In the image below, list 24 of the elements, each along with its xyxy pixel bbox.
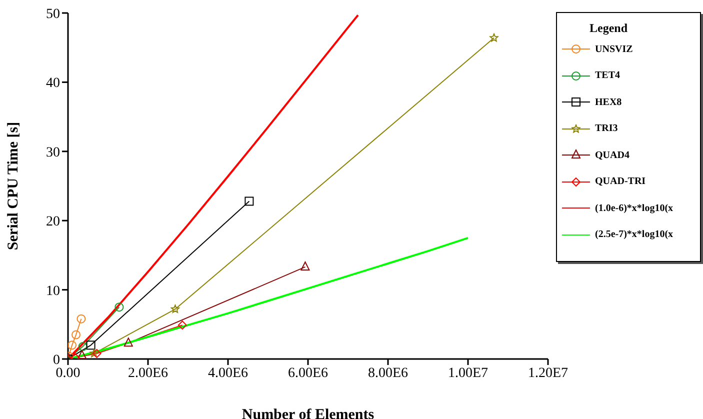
- x-tick-label: 4.00E6: [208, 366, 248, 381]
- y-tick-label: 30: [46, 145, 60, 160]
- legend-label: QUAD-TRI: [595, 176, 646, 188]
- x-tick-label: 1.00E7: [448, 366, 488, 381]
- legend-label: HEX8: [595, 96, 622, 108]
- y-tick-label: 10: [46, 284, 60, 299]
- y-tick-label: 40: [46, 76, 60, 92]
- legend-label: (1.0e-6)*x*log10(x: [595, 202, 674, 214]
- x-axis-title: Number of Elements: [242, 407, 374, 419]
- x-tick-label: 8.00E6: [368, 366, 408, 381]
- y-tick-label: 50: [46, 6, 60, 22]
- legend-label: TRI3: [595, 123, 618, 134]
- x-tick-label: 6.00E6: [288, 366, 328, 381]
- x-tick-label: 2.00E6: [128, 366, 168, 381]
- legend-label: UNSVIZ: [595, 44, 633, 55]
- y-tick-label: 20: [46, 214, 60, 230]
- legend-label: TET4: [595, 70, 620, 82]
- x-tick-label: 1.20E7: [528, 366, 568, 381]
- y-axis-title: Serial CPU Time [s]: [5, 122, 22, 250]
- y-tick-label: 0: [53, 352, 60, 368]
- legend-label: QUAD4: [595, 150, 630, 161]
- legend-label: (2.5e-7)*x*log10(x: [595, 229, 674, 240]
- legend-title: Legend: [588, 21, 628, 36]
- x-tick-label: 0.00: [56, 366, 80, 381]
